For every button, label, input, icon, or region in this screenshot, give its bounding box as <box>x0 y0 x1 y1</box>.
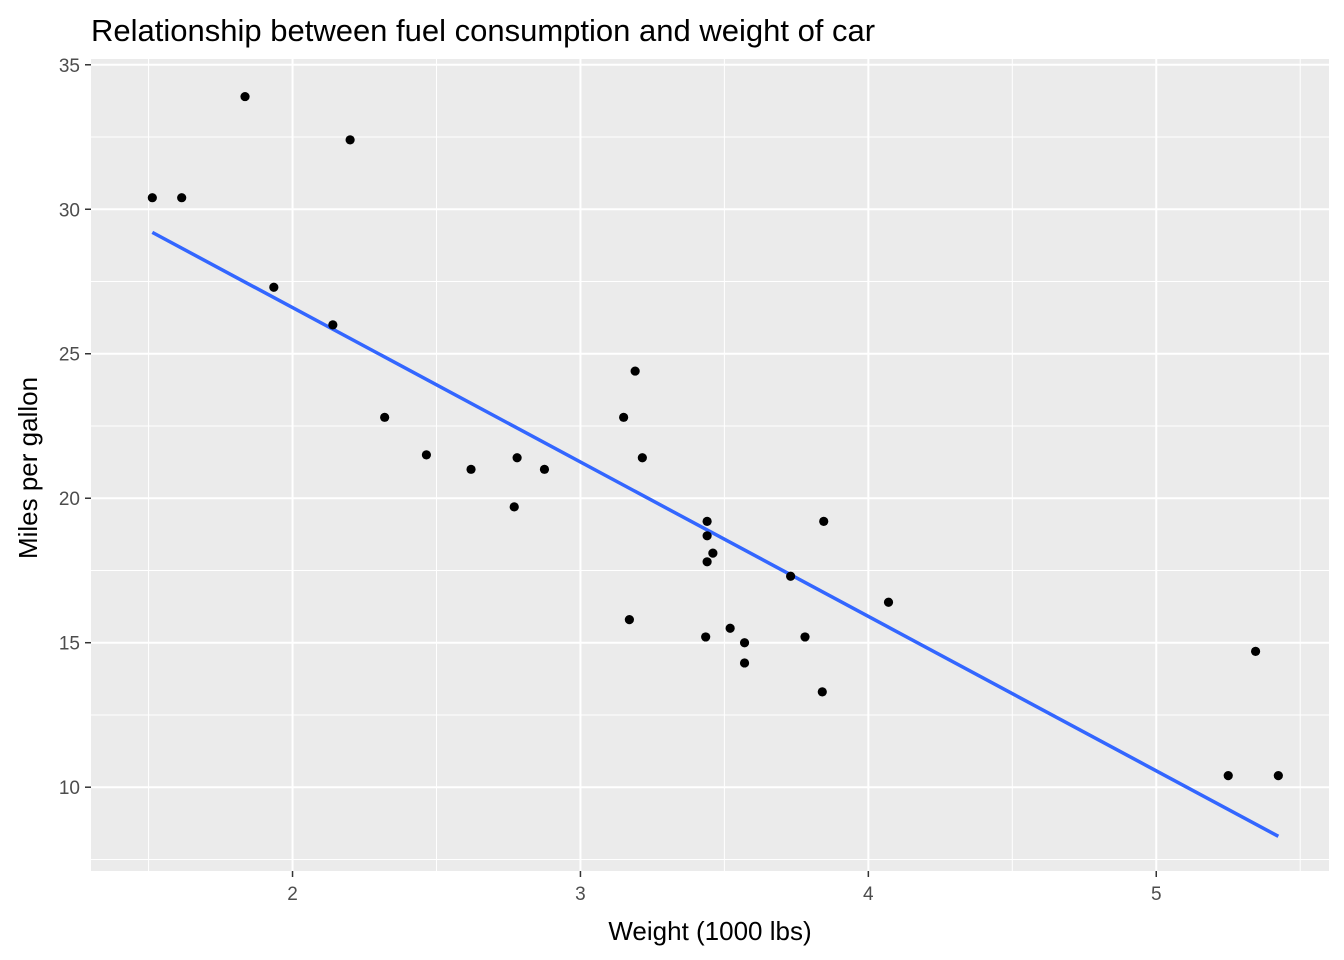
data-point <box>624 614 634 625</box>
data-point <box>421 450 432 460</box>
data-point <box>509 502 519 512</box>
y-tick-label: 35 <box>59 56 80 77</box>
y-tick-label: 20 <box>59 489 80 510</box>
data-point <box>702 516 712 526</box>
data-point <box>147 193 157 203</box>
data-point <box>177 193 187 203</box>
data-point <box>466 464 476 474</box>
data-point <box>786 571 796 581</box>
data-point <box>637 453 647 463</box>
data-point <box>1223 771 1233 781</box>
x-tick-label: 4 <box>863 884 874 905</box>
trend-line-group <box>151 230 1280 838</box>
x-tick-label: 3 <box>575 884 586 905</box>
regression-line <box>151 230 1280 838</box>
data-point <box>883 597 894 607</box>
data-point <box>328 320 338 330</box>
data-points <box>147 91 1283 781</box>
plot-panel <box>91 59 1329 871</box>
data-point <box>739 638 750 648</box>
data-point <box>380 412 390 422</box>
x-tick-label: 5 <box>1151 884 1162 905</box>
data-point <box>240 91 250 102</box>
data-point <box>800 632 810 642</box>
y-tick-label: 30 <box>59 200 80 221</box>
y-axis-title: Miles per gallon <box>13 377 43 559</box>
x-tick-label: 2 <box>287 884 298 905</box>
data-point <box>1250 646 1261 656</box>
data-point <box>702 557 712 567</box>
data-point <box>725 623 735 633</box>
major-grid <box>91 59 1329 871</box>
y-axis: 10 15 20 25 30 35 <box>59 56 91 799</box>
data-point <box>739 658 750 668</box>
data-point <box>630 366 640 376</box>
data-point <box>702 531 712 541</box>
data-point <box>269 282 279 292</box>
y-tick-label: 10 <box>59 778 80 799</box>
data-point <box>819 516 829 526</box>
x-axis: 2 3 4 5 <box>287 871 1162 905</box>
y-tick-label: 15 <box>59 634 80 655</box>
data-point <box>817 687 827 697</box>
data-point <box>619 412 629 422</box>
data-point <box>539 464 550 474</box>
y-tick-label: 25 <box>59 345 80 366</box>
x-axis-title: Weight (1000 lbs) <box>608 916 811 946</box>
data-point <box>345 135 355 145</box>
data-point <box>708 548 718 558</box>
data-point <box>701 632 711 642</box>
minor-grid <box>91 59 1329 871</box>
chart-title: Relationship between fuel consumption an… <box>91 13 875 48</box>
data-point <box>512 453 522 463</box>
data-point <box>1273 771 1283 781</box>
